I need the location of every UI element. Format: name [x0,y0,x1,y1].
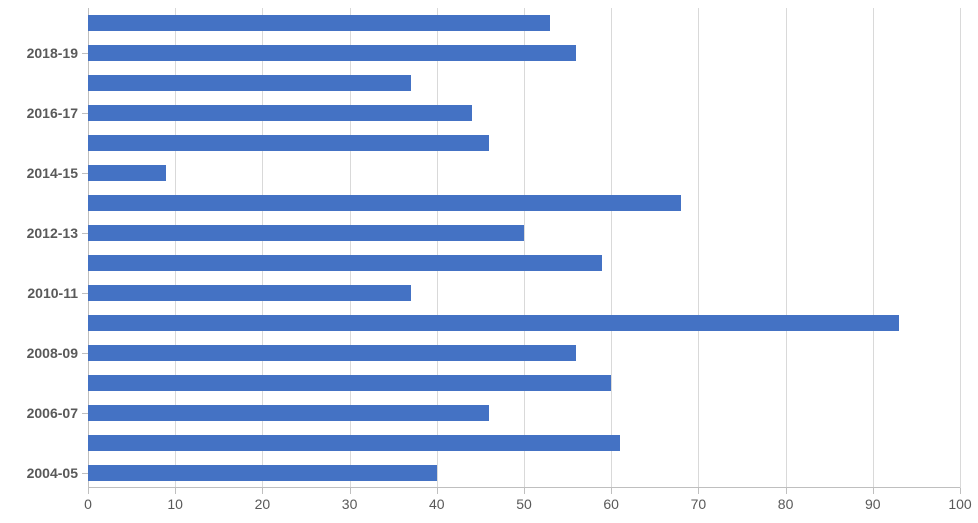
x-tick-mark [88,488,89,494]
bar [88,465,437,481]
x-tick-mark [262,488,263,494]
x-tick-label: 50 [504,496,544,512]
x-tick-label: 0 [68,496,108,512]
x-tick-label: 20 [242,496,282,512]
gridline [524,8,525,488]
bar [88,285,411,301]
x-tick-label: 70 [678,496,718,512]
y-tick-mark [82,233,88,234]
gridline [960,8,961,488]
x-tick-mark [611,488,612,494]
bar [88,195,681,211]
bar [88,75,411,91]
bar [88,105,472,121]
y-tick-label: 2016-17 [27,105,78,121]
gridline [698,8,699,488]
bar-chart: 0 10 20 30 40 50 60 70 80 90 100 2018-19 2016-17 201… [0,0,978,523]
y-tick-mark [82,353,88,354]
x-tick-label: 100 [940,496,978,512]
y-tick-mark [82,53,88,54]
y-tick-mark [82,113,88,114]
bar [88,405,489,421]
x-tick-label: 10 [155,496,195,512]
y-tick-mark [82,173,88,174]
x-tick-label: 90 [853,496,893,512]
x-tick-mark [524,488,525,494]
bar [88,135,489,151]
bar [88,225,524,241]
x-tick-label: 30 [330,496,370,512]
bar [88,165,166,181]
bar [88,255,602,271]
x-tick-mark [175,488,176,494]
plot-area [88,8,960,488]
x-tick-mark [873,488,874,494]
y-tick-label: 2012-13 [27,225,78,241]
y-tick-label: 2014-15 [27,165,78,181]
y-tick-mark [82,413,88,414]
x-tick-mark [437,488,438,494]
x-tick-label: 80 [766,496,806,512]
bar [88,375,611,391]
x-tick-mark [350,488,351,494]
bar [88,435,620,451]
y-tick-mark [82,473,88,474]
x-tick-mark [786,488,787,494]
y-tick-mark [82,293,88,294]
x-tick-label: 40 [417,496,457,512]
y-tick-label: 2018-19 [27,45,78,61]
bar [88,315,899,331]
bar [88,345,576,361]
gridline [786,8,787,488]
gridline [873,8,874,488]
x-tick-mark [960,488,961,494]
bar [88,45,576,61]
bar [88,15,550,31]
x-tick-label: 60 [591,496,631,512]
y-tick-label: 2004-05 [27,465,78,481]
x-tick-mark [698,488,699,494]
y-tick-label: 2008-09 [27,345,78,361]
y-tick-label: 2006-07 [27,405,78,421]
gridline [611,8,612,488]
y-tick-label: 2010-11 [27,285,78,301]
